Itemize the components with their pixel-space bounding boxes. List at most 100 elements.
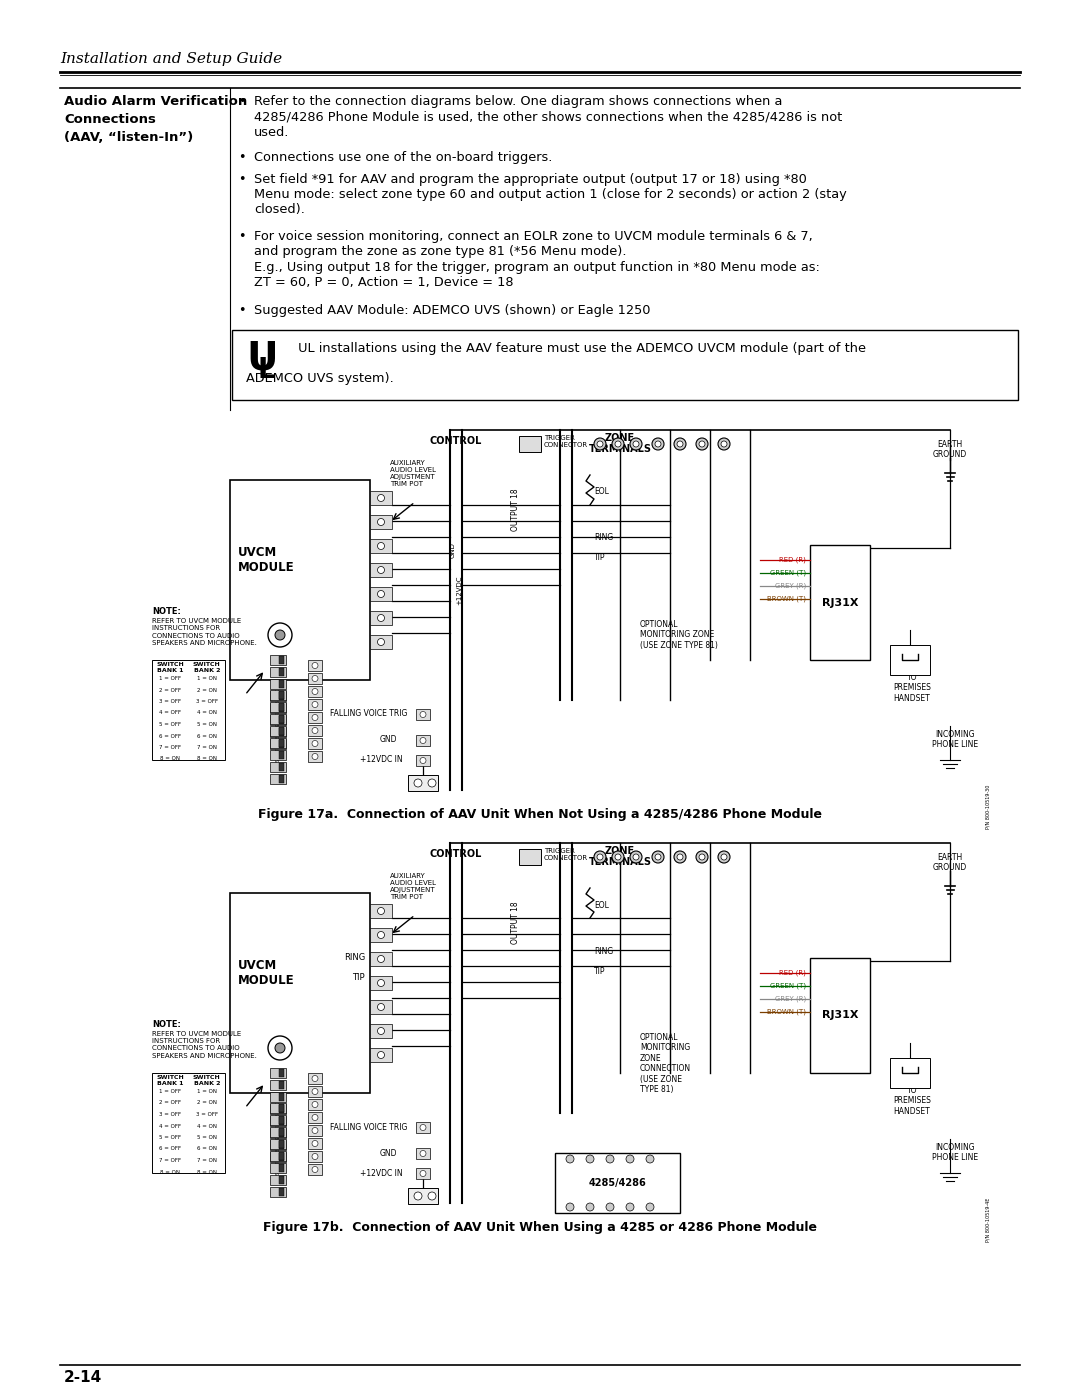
- Bar: [370, 587, 392, 601]
- Text: L: L: [258, 356, 275, 384]
- Bar: [270, 666, 286, 678]
- Text: 8 = ON: 8 = ON: [197, 1169, 217, 1175]
- Bar: [270, 1067, 286, 1078]
- Text: 2 = OFF: 2 = OFF: [159, 687, 181, 693]
- Bar: [279, 1105, 284, 1113]
- Circle shape: [612, 439, 624, 450]
- Circle shape: [420, 738, 426, 743]
- Bar: [308, 1073, 322, 1084]
- Text: Figure 17b.  Connection of AAV Unit When Using a 4285 or 4286 Phone Module: Figure 17b. Connection of AAV Unit When …: [264, 1221, 816, 1234]
- Bar: [270, 1127, 286, 1139]
- Text: SWITCH BANK 1: SWITCH BANK 1: [275, 718, 281, 761]
- Bar: [370, 904, 392, 918]
- Circle shape: [718, 439, 730, 450]
- Text: 8 = ON: 8 = ON: [160, 757, 180, 761]
- Circle shape: [646, 1155, 654, 1162]
- Text: 4 = OFF: 4 = OFF: [159, 711, 181, 715]
- Bar: [370, 928, 392, 942]
- Circle shape: [699, 854, 705, 861]
- Text: INCOMING
PHONE LINE: INCOMING PHONE LINE: [932, 731, 978, 749]
- Bar: [270, 692, 286, 701]
- Bar: [890, 645, 930, 675]
- Text: 6 = ON: 6 = ON: [197, 1147, 217, 1151]
- Circle shape: [615, 854, 621, 861]
- Text: RING: RING: [343, 954, 365, 963]
- Text: P/N 800-10519-4E: P/N 800-10519-4E: [985, 1199, 990, 1242]
- Bar: [308, 1099, 322, 1111]
- Text: OUTPUT 18: OUTPUT 18: [512, 489, 521, 531]
- Circle shape: [633, 854, 639, 861]
- Circle shape: [378, 1028, 384, 1035]
- Bar: [279, 1118, 284, 1125]
- Text: 4 = ON: 4 = ON: [197, 1123, 217, 1129]
- Circle shape: [428, 1192, 436, 1200]
- Bar: [270, 1151, 286, 1161]
- Bar: [270, 1187, 286, 1197]
- Text: 3 = OFF: 3 = OFF: [159, 1112, 181, 1118]
- Text: Installation and Setup Guide: Installation and Setup Guide: [60, 52, 282, 66]
- Text: (AAV, “listen-In”): (AAV, “listen-In”): [64, 131, 193, 144]
- Bar: [270, 739, 286, 749]
- Circle shape: [646, 1203, 654, 1211]
- Bar: [370, 515, 392, 529]
- Text: TIP: TIP: [594, 553, 606, 563]
- Bar: [370, 636, 392, 650]
- Text: +12VDC IN: +12VDC IN: [360, 756, 403, 764]
- Text: ZONE
TERMINALS: ZONE TERMINALS: [589, 847, 651, 866]
- Bar: [279, 763, 284, 771]
- Circle shape: [414, 780, 422, 787]
- Bar: [232, 330, 1018, 400]
- Text: NOTE:: NOTE:: [152, 608, 180, 616]
- Bar: [279, 752, 284, 759]
- Text: OPTIONAL
MONITORING
ZONE
CONNECTION
(USE ZONE
TYPE 81): OPTIONAL MONITORING ZONE CONNECTION (USE…: [640, 1032, 691, 1094]
- Bar: [308, 752, 322, 761]
- Bar: [370, 1000, 392, 1014]
- Text: 2 = ON: 2 = ON: [197, 1101, 217, 1105]
- Text: FALLING VOICE TRIG: FALLING VOICE TRIG: [330, 1123, 407, 1132]
- Text: CONTROL: CONTROL: [430, 436, 482, 446]
- Bar: [270, 1080, 286, 1090]
- Text: INCOMING
PHONE LINE: INCOMING PHONE LINE: [932, 1143, 978, 1162]
- Bar: [270, 726, 286, 736]
- Bar: [416, 735, 430, 746]
- Circle shape: [378, 979, 384, 986]
- Bar: [270, 1139, 286, 1148]
- Bar: [279, 728, 284, 736]
- Text: TRIGGER
CONNECTOR: TRIGGER CONNECTOR: [544, 434, 589, 448]
- Circle shape: [721, 441, 727, 447]
- Text: Menu mode: select zone type 60 and output action 1 (close for 2 seconds) or acti: Menu mode: select zone type 60 and outpu…: [254, 189, 847, 201]
- Bar: [270, 1175, 286, 1185]
- Bar: [308, 1085, 322, 1097]
- Bar: [279, 1116, 284, 1125]
- Circle shape: [606, 1155, 615, 1162]
- Bar: [279, 703, 284, 711]
- Text: 5 = OFF: 5 = OFF: [159, 1134, 181, 1140]
- Text: Suggested AAV Module: ADEMCO UVS (shown) or Eagle 1250: Suggested AAV Module: ADEMCO UVS (shown)…: [254, 305, 650, 317]
- Circle shape: [566, 1155, 573, 1162]
- Bar: [519, 849, 541, 865]
- Bar: [279, 1069, 284, 1077]
- Text: ZONE
TERMINALS: ZONE TERMINALS: [589, 433, 651, 454]
- Bar: [279, 1081, 284, 1090]
- Bar: [370, 563, 392, 577]
- Circle shape: [312, 1101, 318, 1108]
- Bar: [370, 490, 392, 504]
- Bar: [270, 1104, 286, 1113]
- Text: Refer to the connection diagrams below. One diagram shows connections when a: Refer to the connection diagrams below. …: [254, 95, 782, 108]
- Circle shape: [312, 1115, 318, 1120]
- Circle shape: [428, 780, 436, 787]
- Text: •: •: [238, 172, 245, 186]
- Bar: [279, 1140, 284, 1148]
- Text: 7 = ON: 7 = ON: [197, 1158, 217, 1162]
- Bar: [308, 725, 322, 736]
- Circle shape: [597, 854, 603, 861]
- Bar: [279, 657, 284, 664]
- Circle shape: [312, 1166, 318, 1172]
- Bar: [270, 714, 286, 724]
- Text: SWITCH BANK 2: SWITCH BANK 2: [275, 683, 281, 726]
- Bar: [416, 754, 430, 766]
- Bar: [279, 692, 284, 700]
- Circle shape: [378, 591, 384, 598]
- Circle shape: [654, 441, 661, 447]
- Circle shape: [268, 1037, 292, 1060]
